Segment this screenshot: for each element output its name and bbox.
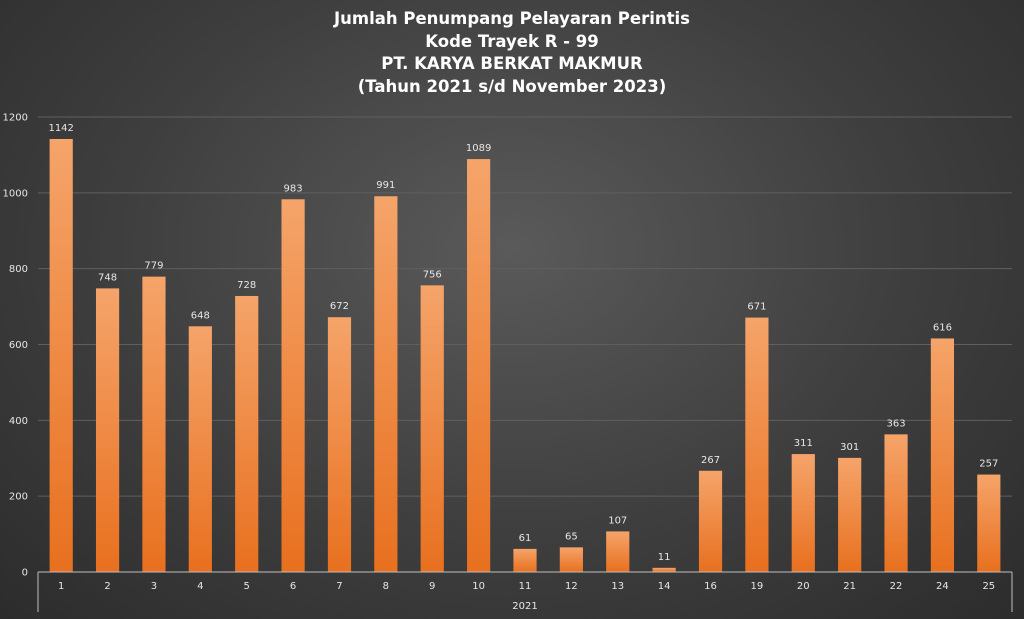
bar xyxy=(791,454,815,572)
x-tick-label: 3 xyxy=(151,581,157,592)
bar-value-label: 61 xyxy=(519,533,532,544)
bar xyxy=(559,547,583,572)
bar xyxy=(420,285,444,572)
y-tick-label: 800 xyxy=(9,264,28,275)
x-tick-label: 12 xyxy=(565,581,578,592)
x-tick-label: 24 xyxy=(936,581,949,592)
x-tick-label: 25 xyxy=(982,581,995,592)
bar-value-label: 672 xyxy=(330,301,349,312)
bar xyxy=(49,138,73,572)
bar xyxy=(513,548,537,572)
bar-value-label: 65 xyxy=(565,531,578,542)
x-tick-label: 11 xyxy=(519,581,532,592)
chart-title-line: Jumlah Penumpang Pelayaran Perintis xyxy=(334,9,690,28)
y-tick-label: 400 xyxy=(9,416,28,427)
bar xyxy=(95,288,120,572)
bar-value-label: 616 xyxy=(933,322,952,333)
y-tick-label: 1200 xyxy=(3,113,28,124)
x-tick-label: 20 xyxy=(797,581,810,592)
bar-value-label: 779 xyxy=(144,261,163,272)
bar xyxy=(884,434,908,572)
bar-value-label: 748 xyxy=(98,272,117,283)
bar-value-label: 671 xyxy=(747,302,766,313)
bars xyxy=(49,138,1001,572)
x-tick-label: 14 xyxy=(658,581,671,592)
y-tick-label: 0 xyxy=(22,568,28,579)
bar xyxy=(698,470,723,572)
bar-value-label: 311 xyxy=(794,438,813,449)
x-tick-label: 13 xyxy=(611,581,624,592)
bar-value-label: 301 xyxy=(840,442,859,453)
bar xyxy=(606,531,630,572)
bar-value-label: 991 xyxy=(376,180,395,191)
x-tick-label: 5 xyxy=(244,581,250,592)
bar xyxy=(930,338,955,572)
y-tick-label: 600 xyxy=(9,340,28,351)
bar xyxy=(652,567,676,572)
chart-title-line: Kode Trayek R - 99 xyxy=(425,31,599,51)
bar-value-label: 728 xyxy=(237,280,256,291)
bar xyxy=(838,457,862,572)
bar-value-label: 983 xyxy=(284,183,303,194)
chart-title-line: PT. KARYA BERKAT MAKMUR xyxy=(381,54,643,73)
bar xyxy=(327,317,352,572)
y-tick-label: 200 xyxy=(9,492,28,503)
x-tick-label: 4 xyxy=(197,581,203,592)
bar-value-label: 648 xyxy=(191,310,210,321)
bar-value-label: 756 xyxy=(423,269,442,280)
gridlines xyxy=(38,116,1012,497)
data-labels: 1142 748 779 648 728 983 672 991 756 1089 61 65 107 1… xyxy=(48,123,998,563)
x-tick-label: 2 xyxy=(104,581,110,592)
x-tick-label: 9 xyxy=(429,581,435,592)
bar xyxy=(188,326,212,572)
bar xyxy=(374,196,398,572)
x-tick-label: 8 xyxy=(383,581,389,592)
bar xyxy=(745,317,769,572)
bar xyxy=(142,276,166,572)
bar-value-label: 257 xyxy=(979,459,998,470)
bar-value-label: 1089 xyxy=(466,143,491,154)
bar-value-label: 267 xyxy=(701,455,720,466)
chart-title: Jumlah Penumpang Pelayaran Perintis Kode… xyxy=(0,8,1024,98)
x-tick-label: 10 xyxy=(472,581,485,592)
x-tick-label: 21 xyxy=(843,581,856,592)
x-tick-label: 16 xyxy=(704,581,717,592)
bar xyxy=(235,295,259,572)
bar-value-label: 11 xyxy=(658,552,671,563)
x-tick-label: 19 xyxy=(751,581,764,592)
bar-value-label: 107 xyxy=(608,515,627,526)
y-tick-label: 1000 xyxy=(3,188,28,199)
chart-title-line: (Tahun 2021 s/d November 2023) xyxy=(357,76,667,96)
bar xyxy=(977,474,1001,572)
x-tick-label: 6 xyxy=(290,581,296,592)
bar xyxy=(467,159,491,572)
x-tick-label: 1 xyxy=(58,581,64,592)
x-group-label: 2021 xyxy=(512,601,537,612)
bar xyxy=(281,199,305,572)
x-tick-label: 7 xyxy=(336,581,342,592)
x-tick-label: 22 xyxy=(890,581,903,592)
bar-value-label: 1142 xyxy=(48,123,73,134)
bar-value-label: 363 xyxy=(887,418,906,429)
